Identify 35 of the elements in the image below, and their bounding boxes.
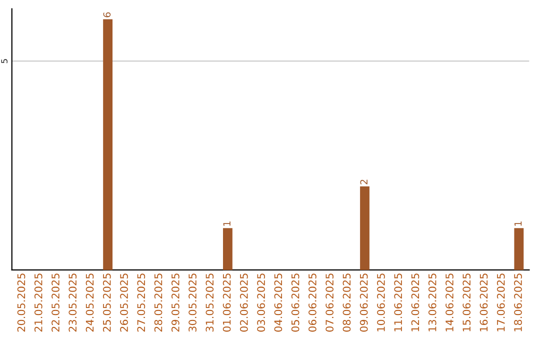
x-tick-label: 27.05.2025 [137, 274, 146, 332]
x-tick-label: 03.06.2025 [257, 274, 265, 332]
x-tick-label: 17.06.2025 [496, 274, 505, 332]
x-tick-label: 04.06.2025 [274, 274, 282, 332]
x-tick-label: 12.06.2025 [411, 274, 420, 332]
x-tick-label: 09.06.2025 [360, 274, 368, 332]
x-tick-label: 30.05.2025 [188, 274, 196, 332]
x-tick-label: 15.06.2025 [462, 274, 471, 332]
x-tick-label: 25.05.2025 [102, 274, 111, 332]
data-label: 6 [103, 12, 111, 18]
x-tick-label: 28.05.2025 [154, 274, 162, 332]
x-tick-label: 02.06.2025 [240, 274, 248, 332]
data-label: 1 [514, 222, 522, 226]
x-tick-label: 18.06.2025 [514, 274, 522, 332]
x-tick-label: 11.06.2025 [394, 274, 402, 332]
x-tick-label: 10.06.2025 [377, 274, 385, 332]
data-label: 2 [360, 180, 368, 184]
y-tick-label: 5 [1, 59, 8, 64]
x-tick-label: 16.06.2025 [480, 274, 488, 332]
x-tick-label: 29.05.2025 [171, 274, 180, 332]
x-tick-label: 05.06.2025 [291, 274, 300, 332]
x-tick-label: 14.06.2025 [446, 274, 454, 332]
x-tick-label: 26.05.2025 [120, 274, 128, 332]
x-tick-label: 31.05.2025 [206, 274, 214, 332]
x-tick-label: 21.05.2025 [34, 274, 42, 332]
x-tick-label: 06.06.2025 [308, 274, 316, 332]
x-tick-label: 24.05.2025 [86, 274, 94, 332]
x-tick-label: 07.06.2025 [326, 274, 334, 332]
x-tick-label: 08.06.2025 [342, 274, 351, 332]
x-tick-label: 22.05.2025 [52, 274, 60, 332]
data-label: 1 [223, 222, 230, 226]
x-tick-label: 01.06.2025 [222, 274, 231, 332]
x-tick-label: 23.05.2025 [68, 274, 77, 332]
x-tick-label: 13.06.2025 [428, 274, 436, 332]
x-tick-label: 20.05.2025 [17, 274, 26, 332]
